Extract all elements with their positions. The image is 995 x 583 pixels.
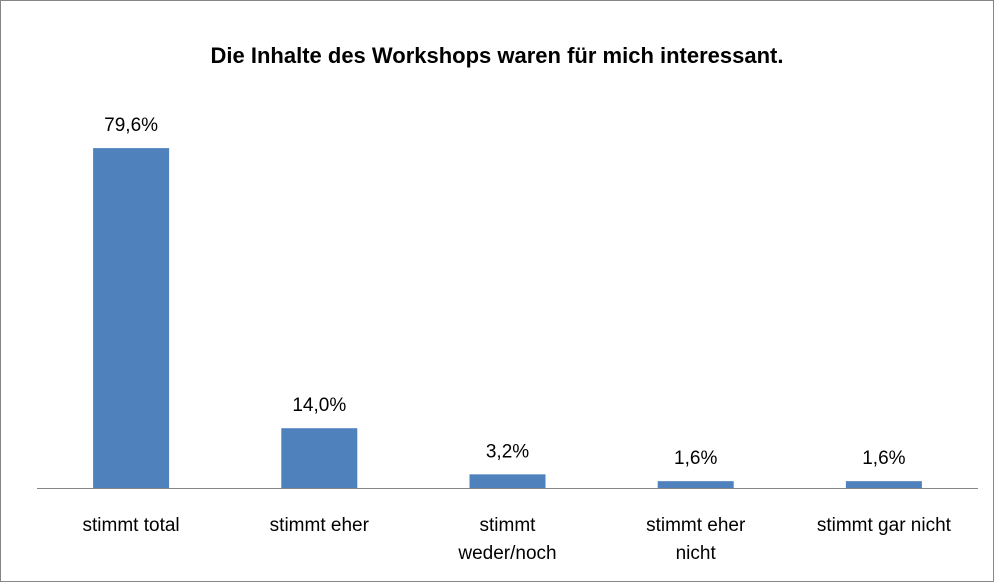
bar xyxy=(845,481,922,488)
x-tick-label: stimmt total xyxy=(82,515,180,536)
data-label: 1,6% xyxy=(862,448,905,469)
data-label: 1,6% xyxy=(674,448,717,469)
data-label: 3,2% xyxy=(486,441,529,462)
bar xyxy=(93,148,170,488)
data-label: 79,6% xyxy=(104,115,158,136)
bar xyxy=(281,428,358,488)
data-label: 14,0% xyxy=(292,395,346,416)
chart-title: Die Inhalte des Workshops waren für mich… xyxy=(211,43,784,68)
x-tick-label: stimmt eher nicht xyxy=(646,515,746,564)
x-tick-label: stimmt weder/noch xyxy=(458,515,557,564)
bar xyxy=(469,474,546,488)
x-tick-label: stimmt gar nicht xyxy=(816,515,951,536)
x-tick-label: stimmt eher xyxy=(269,515,369,536)
bar xyxy=(657,481,734,488)
